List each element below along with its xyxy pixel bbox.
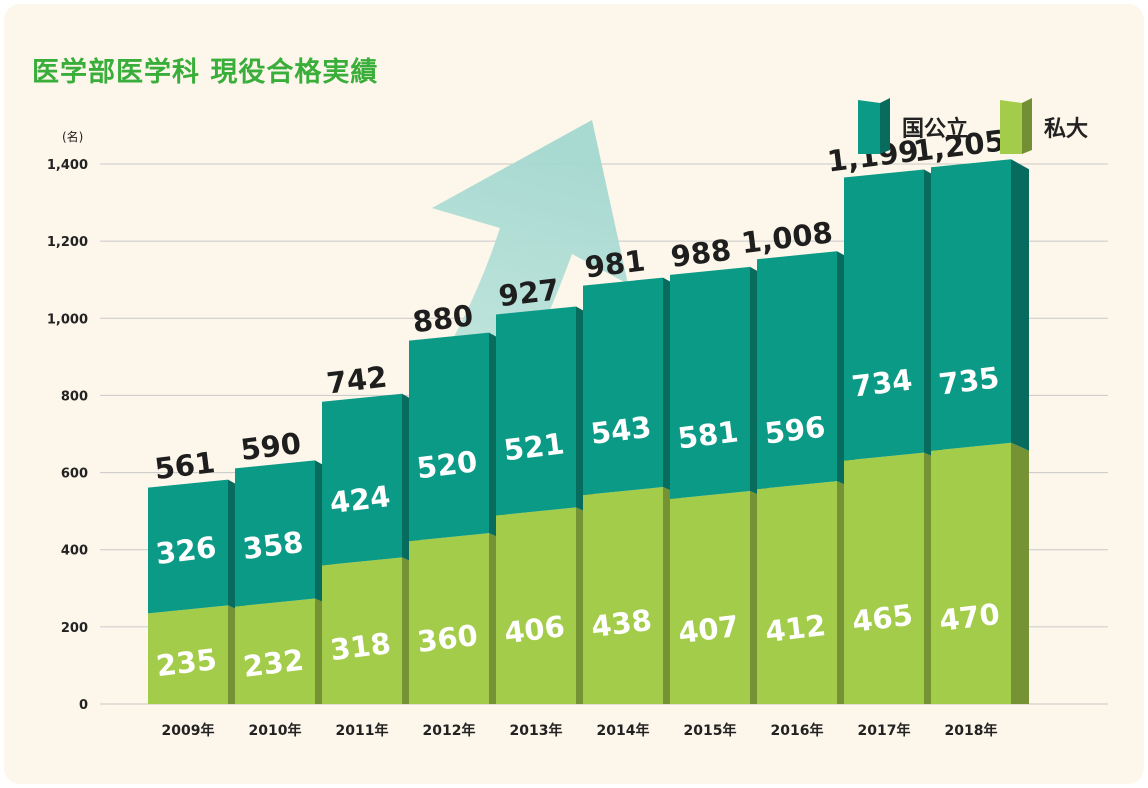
bar-group: 406 521 927: [496, 272, 594, 704]
bar-national: [235, 460, 315, 607]
bar-national: [409, 332, 489, 542]
value-label-national: 735: [937, 360, 1001, 401]
bar-group: 360 520 880: [409, 298, 507, 704]
x-tick-label: 2009年: [162, 722, 215, 739]
legend-swatch-side: [1022, 98, 1032, 154]
bar-national: [148, 479, 228, 614]
total-label: 590: [239, 426, 303, 467]
value-label-private: 406: [502, 609, 566, 650]
bar-private: [496, 507, 576, 704]
total-label: 742: [325, 359, 389, 400]
bar-national: [496, 306, 576, 516]
total-label: 561: [153, 445, 217, 486]
y-tick-label: 1,400: [47, 158, 88, 173]
value-label-national: 326: [154, 530, 218, 571]
x-tick-label: 2017年: [858, 722, 911, 739]
y-axis-unit: (名): [62, 129, 83, 144]
value-label-national: 520: [415, 444, 479, 485]
bar-private: [757, 481, 837, 704]
bar-group: 407 581 988: [669, 233, 768, 704]
x-tick-label: 2016年: [771, 722, 824, 739]
bar-group: 318 424 742: [322, 359, 420, 704]
legend-item: 私大: [1000, 98, 1088, 154]
value-label-private: 412: [763, 608, 827, 649]
total-label: 880: [411, 298, 475, 339]
bar-private: [670, 491, 750, 704]
x-tick-label: 2012年: [423, 722, 476, 739]
x-tick-label: 2015年: [684, 722, 737, 739]
value-label-private: 407: [676, 609, 740, 650]
legend-item: 国公立: [858, 98, 968, 154]
bar-national: [931, 159, 1011, 451]
x-axis: 2009年 2010年 2011年 2012年 2013年 2014年 2015年 2016年…: [162, 722, 998, 739]
value-label-national: 358: [241, 525, 305, 566]
x-tick-label: 2018年: [945, 722, 998, 739]
bar-group: 232 358 590: [235, 426, 333, 704]
value-label-private: 235: [154, 642, 218, 683]
y-tick-label: 0: [79, 698, 88, 713]
value-label-national: 581: [676, 414, 740, 455]
chart-title: 医学部医学科 現役合格実績: [32, 57, 379, 88]
x-tick-label: 2014年: [597, 722, 650, 739]
value-label-national: 543: [589, 410, 653, 451]
y-tick-label: 1,000: [47, 312, 88, 327]
legend-swatch: [858, 100, 880, 154]
value-label-private: 465: [850, 598, 914, 639]
value-label-private: 318: [328, 626, 392, 667]
legend-swatch: [1000, 100, 1022, 154]
legend-label: 私大: [1044, 117, 1088, 142]
x-tick-label: 2010年: [249, 722, 302, 739]
y-axis: 0 200 400 600 800 1,000 1,200 1,400 (名): [47, 129, 88, 713]
bar-group: 235 326 561: [148, 445, 246, 704]
value-label-private: 438: [589, 603, 653, 644]
x-tick-label: 2011年: [336, 722, 389, 739]
value-label-national: 424: [328, 479, 392, 520]
value-label-private: 360: [415, 618, 479, 659]
legend: 国公立 私大: [858, 98, 1088, 154]
y-tick-label: 600: [61, 467, 88, 482]
bar-side-private: [1011, 442, 1029, 704]
value-label-national: 596: [763, 410, 827, 451]
value-label-private: 232: [241, 643, 305, 684]
total-label: 988: [669, 233, 733, 274]
legend-swatch-side: [880, 98, 890, 154]
bar-private: [148, 605, 228, 704]
y-tick-label: 400: [61, 544, 88, 559]
total-label: 927: [497, 272, 561, 313]
legend-label: 国公立: [902, 116, 968, 142]
bar-private: [235, 598, 315, 704]
bar-group: 438 543 981: [583, 243, 681, 704]
bar-private: [931, 442, 1011, 704]
bar-national: [757, 251, 837, 490]
bar-national: [322, 393, 402, 566]
y-tick-label: 800: [61, 389, 88, 404]
bar-private: [583, 487, 663, 704]
bar-private: [409, 533, 489, 704]
value-label-national: 521: [502, 426, 566, 467]
bar-side-national: [1011, 159, 1029, 451]
bar-private: [844, 452, 924, 704]
y-tick-label: 200: [61, 621, 88, 636]
bar-private: [322, 557, 402, 704]
bar-national: [844, 169, 924, 461]
value-label-national: 734: [850, 363, 914, 404]
bar-national: [583, 277, 663, 496]
x-tick-label: 2013年: [510, 722, 563, 739]
value-label-private: 470: [937, 597, 1001, 638]
total-label: 981: [583, 243, 647, 284]
bar-national: [670, 266, 750, 500]
y-tick-label: 1,200: [47, 235, 88, 250]
